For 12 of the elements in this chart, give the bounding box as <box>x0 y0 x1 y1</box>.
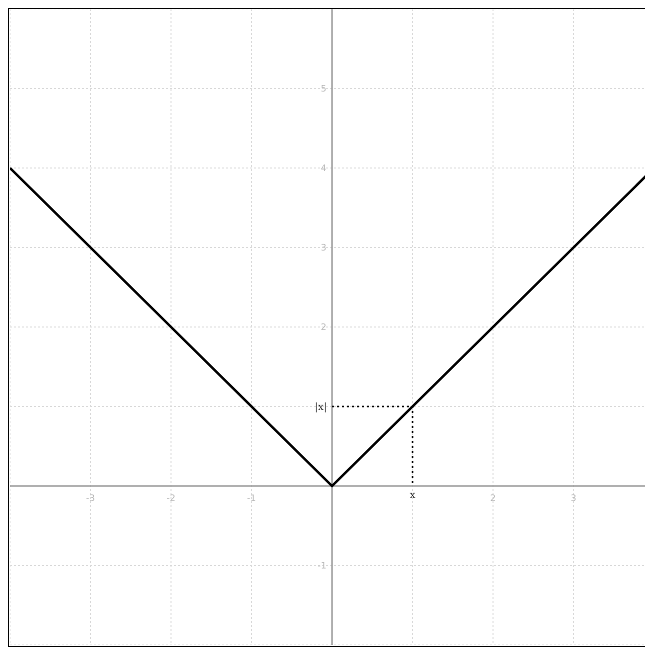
x-tick-label: 3 <box>570 494 576 504</box>
y-tick-label: -1 <box>318 562 327 572</box>
y-tick-label: 4 <box>320 164 327 174</box>
x-tick-label: -3 <box>86 494 95 504</box>
x-tick-label: 2 <box>490 494 496 504</box>
x-tick-label: -1 <box>247 494 256 504</box>
y-tick-label: 3 <box>320 244 327 254</box>
x-tick-label: -2 <box>166 494 176 504</box>
annotation: |x| <box>314 402 328 414</box>
y-tick-label: 5 <box>320 84 327 94</box>
annotation: x <box>410 490 416 502</box>
y-tick-label: 2 <box>320 323 327 333</box>
